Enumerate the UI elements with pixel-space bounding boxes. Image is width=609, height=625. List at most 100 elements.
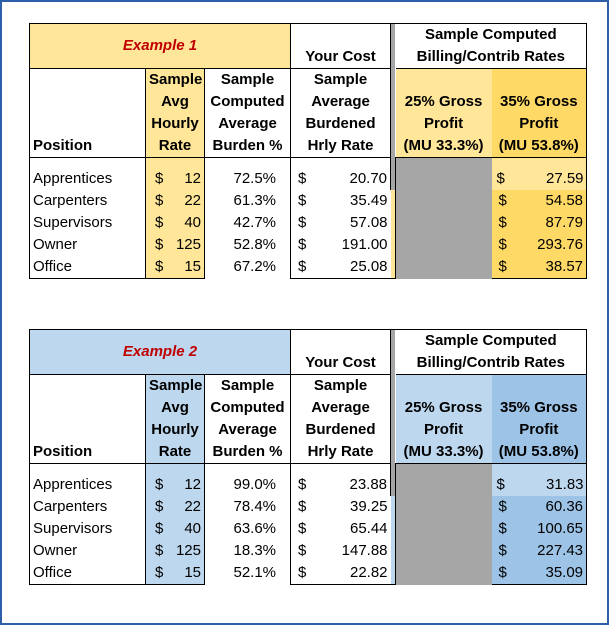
burdened-rate-cell: $20.70 (290, 168, 391, 190)
burdened-rate-cell-value: 35.49 (349, 192, 388, 209)
gp25-header-line-2: Profit (395, 419, 492, 441)
currency-symbol: $ (498, 258, 507, 275)
currency-symbol: $ (298, 564, 307, 581)
gp35-header-line-1: 35% Gross (491, 397, 588, 419)
burdened-rate-cell: $35.49 (290, 190, 391, 212)
gp25-rate-cell: $76.09 (390, 212, 396, 234)
currency-symbol: $ (498, 498, 507, 515)
hourly-rate-cell: $15 (145, 256, 205, 279)
gp35-rate-cell-value: 293.76 (537, 236, 584, 253)
gp35-rate-cell-value: 60.36 (545, 498, 584, 515)
burdened-header-line-3: Burdened (290, 113, 391, 135)
gp35-rate-cell: $60.36 (491, 496, 588, 518)
currency-symbol: $ (394, 212, 396, 234)
currency-symbol: $ (498, 236, 507, 253)
currency-symbol: $ (496, 170, 505, 187)
burden-percent-cell: 67.2% (203, 256, 291, 279)
gp35-rate-cell-value: 54.58 (545, 192, 584, 209)
example1-label: Example 1 (28, 23, 291, 69)
currency-symbol: $ (298, 520, 307, 537)
gp35-header-line-3: (MU 53.8%) (491, 441, 588, 464)
burdened-header-line-4: Hrly Rate (290, 135, 391, 158)
rate-header-line-2: Avg (145, 397, 205, 419)
currency-symbol: $ (155, 258, 164, 275)
position-header: Position (29, 441, 146, 464)
gp35-rate-cell-content: $87.79 (495, 212, 584, 234)
spacer-cell (491, 157, 587, 168)
burden-percent-cell: 99.0% (203, 474, 291, 496)
hourly-rate-cell-content: $12 (149, 474, 201, 496)
burden-percent-cell: 78.4% (203, 496, 291, 518)
gp25-header-line-2: Profit (395, 113, 492, 135)
rate-header-line-2: Avg (145, 91, 205, 113)
gp35-header-spacer (491, 374, 588, 397)
burden-header-line-1: Sample (203, 68, 291, 91)
gp35-rate-cell-content: $227.43 (495, 540, 584, 562)
burdened-rate-cell-value: 25.08 (349, 258, 388, 275)
spacer-cell (29, 463, 146, 474)
rate-header-line-3: Hourly (145, 113, 205, 135)
burden-percent-cell: 72.5% (203, 168, 291, 190)
currency-symbol: $ (155, 214, 164, 231)
currency-symbol: $ (298, 192, 307, 209)
gp35-rate-cell-value: 38.57 (545, 258, 584, 275)
gp25-rate-cell-value: 31.83 (545, 476, 584, 493)
position-cell: Carpenters (29, 190, 146, 212)
your-cost-label: Your Cost (290, 352, 391, 375)
currency-symbol: $ (298, 498, 307, 515)
burdened-header-line-2: Average (290, 397, 391, 419)
burden-header-line-3: Average (203, 113, 291, 135)
burdened-rate-cell: $57.08 (290, 212, 391, 234)
hourly-rate-cell-value: 40 (184, 214, 201, 231)
gp35-rate-cell: $35.09 (491, 562, 588, 585)
computed-rates-title-line2: Billing/Contrib Rates (395, 46, 588, 69)
burdened-rate-cell-content: $191.00 (294, 234, 388, 256)
currency-symbol: $ (394, 234, 396, 256)
spacer-cell (145, 463, 205, 474)
burdened-header-line-1: Sample (290, 68, 391, 91)
currency-symbol: $ (298, 214, 307, 231)
hourly-rate-cell-value: 40 (184, 520, 201, 537)
burdened-rate-cell-content: $25.08 (294, 256, 388, 278)
example2-label: Example 2 (28, 329, 291, 375)
burdened-rate-cell-value: 39.25 (349, 498, 388, 515)
burden-percent-cell: 52.1% (203, 562, 291, 585)
hourly-rate-cell-content: $40 (149, 212, 201, 234)
gp25-rate-cell: $254.60 (390, 234, 396, 256)
spacer-cell (290, 463, 391, 474)
computed-rates-title-line1: Sample Computed (395, 23, 588, 46)
spacer-cell (290, 157, 391, 168)
gp35-rate-cell-content: $100.65 (495, 518, 584, 540)
hourly-rate-cell-content: $125 (149, 540, 201, 562)
burdened-rate-cell-value: 57.08 (349, 214, 388, 231)
burdened-rate-cell-content: $57.08 (294, 212, 388, 234)
currency-symbol: $ (155, 192, 164, 209)
position-header: Position (29, 135, 146, 158)
burdened-rate-cell-content: $39.25 (294, 496, 388, 518)
column-separator (395, 157, 492, 279)
gp35-header-line-2: Profit (491, 113, 588, 135)
currency-symbol: $ (394, 540, 396, 562)
currency-symbol: $ (155, 170, 164, 187)
hourly-rate-cell: $22 (145, 190, 205, 212)
spacer-cell (203, 157, 291, 168)
hourly-rate-cell-content: $15 (149, 562, 201, 584)
gp35-rate-cell-value: 100.65 (537, 520, 584, 537)
burdened-rate-cell: $25.08 (290, 256, 391, 279)
burden-percent-cell: 42.7% (203, 212, 291, 234)
gp35-header-line-3: (MU 53.8%) (491, 135, 588, 158)
burdened-rate-cell-value: 22.82 (349, 564, 388, 581)
hourly-rate-cell: $12 (145, 168, 205, 190)
gp25-rate-cell-value: 27.59 (545, 170, 584, 187)
hourly-rate-cell: $12 (145, 474, 205, 496)
gp35-rate-cell-content: $35.09 (495, 562, 584, 584)
gp25-rate-cell: $30.41 (390, 562, 396, 585)
example-2-table: Example 2 Sample Computed Your Cost Billing… (28, 329, 588, 585)
position-header-spacer (29, 113, 146, 135)
burden-header-line-2: Computed (203, 91, 291, 113)
